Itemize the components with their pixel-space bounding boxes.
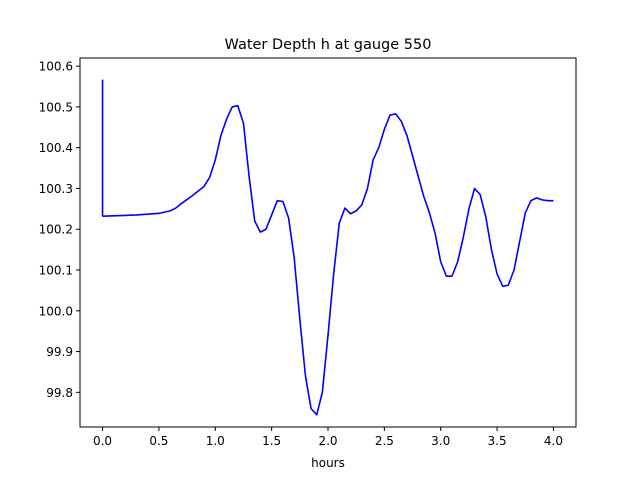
x-tick-label: 2.0 [318, 434, 337, 448]
x-tick-label: 3.0 [431, 434, 450, 448]
y-tick-label: 100.1 [39, 264, 73, 278]
y-tick-label: 100.6 [39, 60, 73, 74]
y-axis: 99.8 99.9 100.0 100.1 100.2 100.3 100.4 100.5 10… [39, 60, 80, 400]
y-tick-label: 100.4 [39, 141, 73, 155]
x-axis: 0.0 0.5 1.0 1.5 2.0 2.5 3.0 3.5 4.0 [93, 427, 563, 448]
x-tick-label: 3.5 [488, 434, 507, 448]
axes-frame [79, 57, 577, 428]
x-tick-label: 0.0 [93, 434, 112, 448]
x-tick-label: 4.0 [544, 434, 563, 448]
y-tick-label: 99.8 [46, 386, 73, 400]
plot-area [101, 79, 554, 416]
series-line-water-depth [101, 79, 554, 416]
y-tick-label: 100.2 [39, 223, 73, 237]
y-tick-label: 100.0 [39, 304, 73, 318]
x-tick-label: 1.5 [262, 434, 281, 448]
x-axis-label: hours [311, 456, 345, 470]
y-tick-label: 99.9 [46, 345, 73, 359]
x-tick-label: 2.5 [375, 434, 394, 448]
y-tick-label: 100.5 [39, 100, 73, 114]
x-tick-label: 0.5 [149, 434, 168, 448]
y-tick-label: 100.3 [39, 182, 73, 196]
chart-title: Water Depth h at gauge 550 [225, 37, 432, 53]
x-tick-label: 1.0 [206, 434, 225, 448]
